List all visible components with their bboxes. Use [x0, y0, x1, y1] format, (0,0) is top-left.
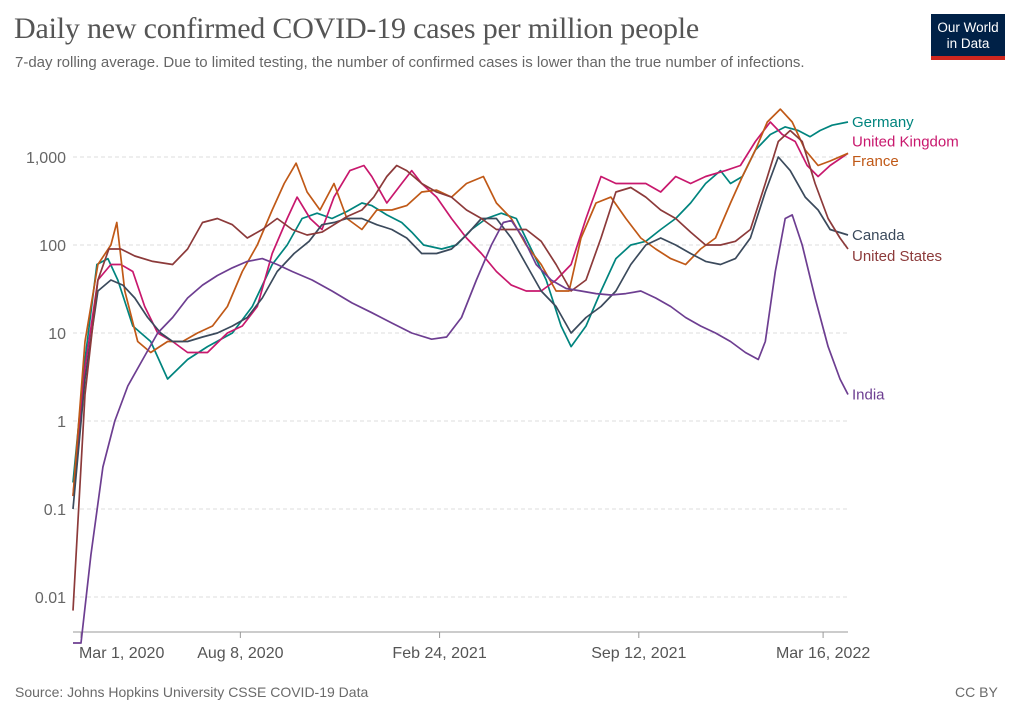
chart-subtitle: 7-day rolling average. Due to limited te…: [15, 54, 805, 71]
series-line-united-kingdom[interactable]: [72, 121, 849, 497]
y-axis: 0.01 0.1 1 10 100 1,000: [26, 150, 66, 607]
legend-label-france[interactable]: France: [852, 153, 899, 170]
logo-line-2: in Data: [946, 36, 990, 51]
series-line-france[interactable]: [72, 108, 849, 497]
x-axis: Mar 1, 2020 Aug 8, 2020 Feb 24, 2021 Sep 12…: [73, 631, 870, 662]
x-tick-label: Sep 12, 2021: [591, 645, 686, 662]
source-note[interactable]: Source: Johns Hopkins University CSSE CO…: [15, 684, 369, 700]
y-tick-label: 0.1: [44, 502, 66, 519]
logo-accent-bar: [931, 56, 1005, 60]
y-tick-label: 0.01: [35, 590, 66, 607]
grid-lines: [73, 156, 848, 598]
legend-label-germany[interactable]: Germany: [852, 114, 914, 131]
legend-label-united-states[interactable]: United States: [852, 248, 942, 265]
x-tick-label: Aug 8, 2020: [197, 645, 283, 662]
series-line-canada[interactable]: [72, 156, 849, 510]
series-line-united-states[interactable]: [72, 129, 849, 611]
series-line-germany[interactable]: [72, 121, 849, 483]
y-tick-label: 100: [39, 238, 66, 255]
logo-line-1: Our World: [937, 20, 999, 35]
series-lines: [72, 108, 849, 644]
legend-label-united-kingdom[interactable]: United Kingdom: [852, 133, 959, 150]
owid-logo[interactable]: Our World in Data: [931, 14, 1005, 60]
license-link[interactable]: CC BY: [955, 684, 998, 700]
y-tick-label: 1: [57, 414, 66, 431]
series-line-india[interactable]: [73, 214, 849, 644]
x-tick-label: Mar 16, 2022: [776, 645, 870, 662]
legend-label-canada[interactable]: Canada: [852, 227, 905, 244]
y-tick-label: 1,000: [26, 150, 66, 167]
x-tick-label: Feb 24, 2021: [392, 645, 486, 662]
legend: Germany United Kingdom France Canada United …: [852, 114, 959, 404]
legend-label-india[interactable]: India: [852, 386, 885, 403]
chart-title: Daily new confirmed COVID-19 cases per m…: [14, 12, 700, 45]
x-tick-label: Mar 1, 2020: [79, 645, 164, 662]
y-tick-label: 10: [48, 326, 66, 343]
